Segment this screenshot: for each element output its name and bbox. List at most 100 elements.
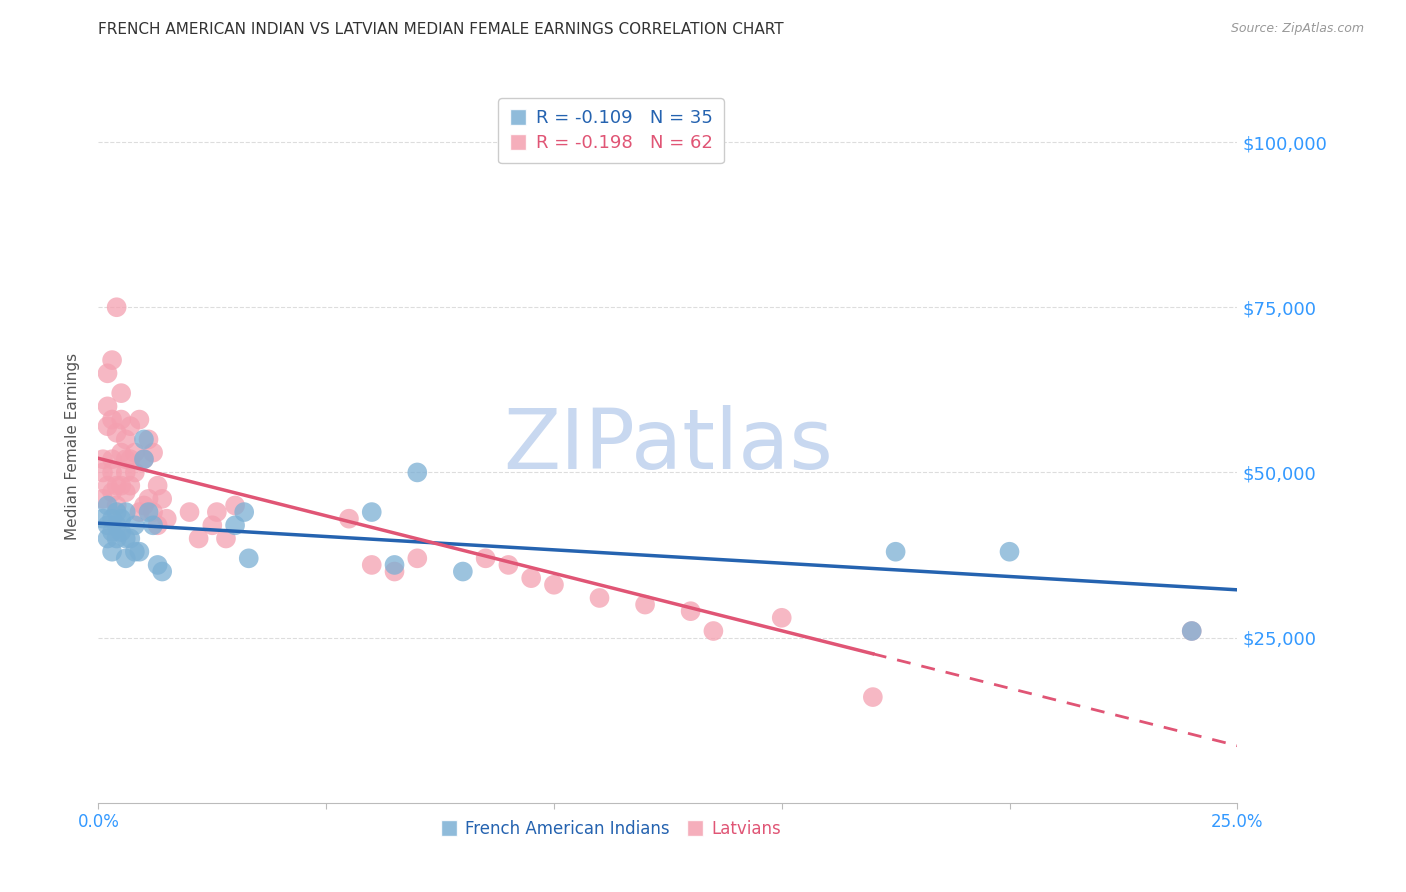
Point bbox=[998, 545, 1021, 559]
Point bbox=[120, 532, 142, 546]
Point bbox=[406, 466, 429, 480]
Point bbox=[384, 558, 406, 572]
Point bbox=[132, 452, 155, 467]
Point bbox=[142, 445, 165, 459]
Point bbox=[96, 419, 118, 434]
Point bbox=[128, 545, 150, 559]
Point bbox=[142, 518, 165, 533]
Point bbox=[146, 518, 169, 533]
Point bbox=[128, 505, 150, 519]
Point bbox=[588, 591, 610, 605]
Point bbox=[384, 565, 406, 579]
Point bbox=[91, 511, 114, 525]
Point bbox=[884, 545, 907, 559]
Point bbox=[110, 524, 132, 539]
Point bbox=[105, 518, 128, 533]
Point bbox=[337, 511, 360, 525]
Point bbox=[96, 400, 118, 414]
Point bbox=[110, 511, 132, 525]
Point bbox=[114, 551, 136, 566]
Point bbox=[101, 466, 124, 480]
Point bbox=[474, 551, 496, 566]
Point bbox=[101, 412, 124, 426]
Point bbox=[105, 425, 128, 440]
Point bbox=[101, 353, 124, 368]
Point bbox=[110, 386, 132, 401]
Point bbox=[114, 452, 136, 467]
Point bbox=[114, 485, 136, 500]
Text: ZIPatlas: ZIPatlas bbox=[503, 406, 832, 486]
Point bbox=[105, 478, 128, 492]
Point bbox=[360, 558, 382, 572]
Point bbox=[146, 478, 169, 492]
Point bbox=[105, 532, 128, 546]
Point bbox=[124, 518, 146, 533]
Point bbox=[110, 478, 132, 492]
Legend: French American Indians, Latvians: French American Indians, Latvians bbox=[433, 814, 789, 845]
Point bbox=[142, 505, 165, 519]
Point bbox=[114, 433, 136, 447]
Point bbox=[91, 452, 114, 467]
Point bbox=[120, 419, 142, 434]
Point bbox=[451, 565, 474, 579]
Point bbox=[150, 565, 173, 579]
Point bbox=[862, 690, 884, 704]
Point bbox=[101, 545, 124, 559]
Point bbox=[128, 412, 150, 426]
Point bbox=[138, 505, 160, 519]
Point bbox=[114, 505, 136, 519]
Point bbox=[360, 505, 382, 519]
Point bbox=[124, 445, 146, 459]
Point bbox=[224, 499, 246, 513]
Point bbox=[101, 524, 124, 539]
Point bbox=[520, 571, 543, 585]
Text: FRENCH AMERICAN INDIAN VS LATVIAN MEDIAN FEMALE EARNINGS CORRELATION CHART: FRENCH AMERICAN INDIAN VS LATVIAN MEDIAN… bbox=[98, 22, 785, 37]
Point bbox=[110, 445, 132, 459]
Point bbox=[543, 578, 565, 592]
Point bbox=[101, 485, 124, 500]
Point bbox=[770, 611, 793, 625]
Point bbox=[96, 499, 118, 513]
Point bbox=[120, 478, 142, 492]
Point bbox=[124, 545, 146, 559]
Point bbox=[110, 412, 132, 426]
Point bbox=[138, 491, 160, 506]
Point bbox=[114, 532, 136, 546]
Point bbox=[91, 466, 114, 480]
Point bbox=[96, 367, 118, 381]
Point bbox=[179, 505, 201, 519]
Text: Source: ZipAtlas.com: Source: ZipAtlas.com bbox=[1230, 22, 1364, 36]
Point bbox=[132, 499, 155, 513]
Point bbox=[406, 551, 429, 566]
Y-axis label: Median Female Earnings: Median Female Earnings bbox=[65, 352, 80, 540]
Point bbox=[238, 551, 260, 566]
Point bbox=[101, 511, 124, 525]
Point bbox=[634, 598, 657, 612]
Point bbox=[96, 518, 118, 533]
Point bbox=[233, 505, 256, 519]
Point bbox=[132, 433, 155, 447]
Point bbox=[91, 491, 114, 506]
Point bbox=[114, 466, 136, 480]
Point bbox=[679, 604, 702, 618]
Point bbox=[138, 433, 160, 447]
Point bbox=[96, 478, 118, 492]
Point bbox=[146, 558, 169, 572]
Point bbox=[105, 505, 128, 519]
Point bbox=[702, 624, 724, 638]
Point bbox=[124, 466, 146, 480]
Point bbox=[156, 511, 179, 525]
Point bbox=[132, 452, 155, 467]
Point bbox=[187, 532, 209, 546]
Point bbox=[498, 558, 520, 572]
Point bbox=[101, 452, 124, 467]
Point bbox=[201, 518, 224, 533]
Point bbox=[215, 532, 238, 546]
Point bbox=[224, 518, 246, 533]
Point bbox=[1181, 624, 1204, 638]
Point bbox=[205, 505, 228, 519]
Point bbox=[1181, 624, 1204, 638]
Point bbox=[105, 499, 128, 513]
Point bbox=[105, 300, 128, 314]
Point bbox=[150, 491, 173, 506]
